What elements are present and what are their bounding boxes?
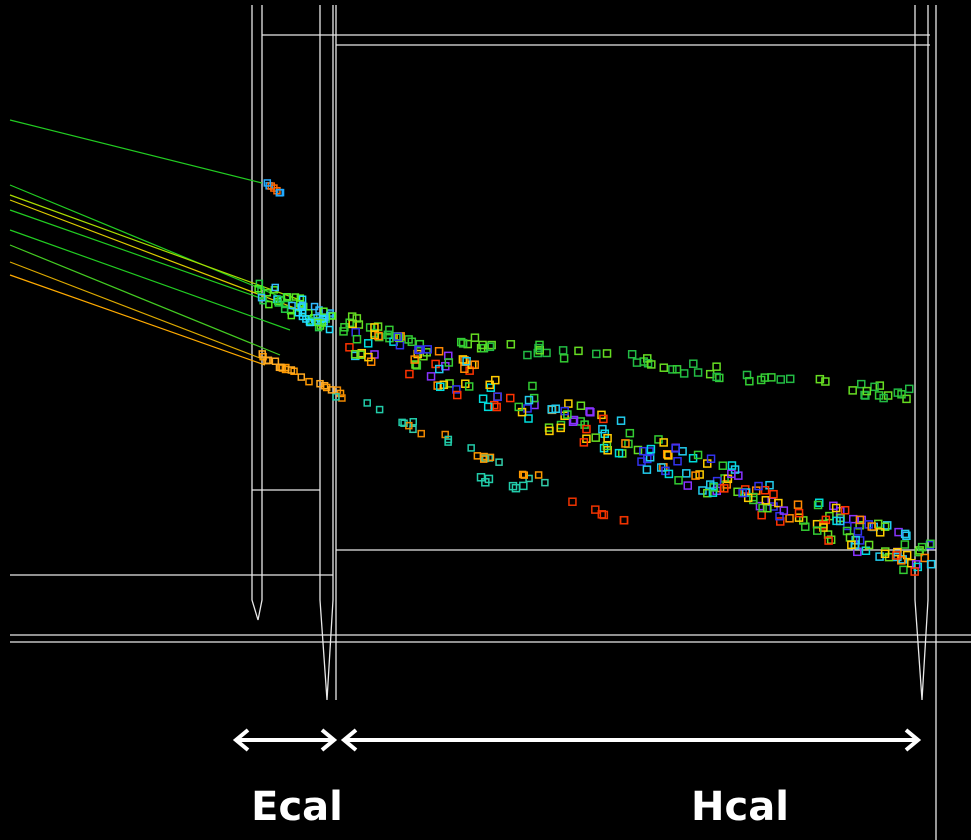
page: Ecal Hcal (() => { const data = JSON.par… <box>0 0 971 840</box>
ecal-label: Ecal <box>251 784 343 830</box>
event-display: Ecal Hcal <box>0 0 971 840</box>
hcal-label: Hcal <box>691 784 789 830</box>
background <box>0 0 971 840</box>
